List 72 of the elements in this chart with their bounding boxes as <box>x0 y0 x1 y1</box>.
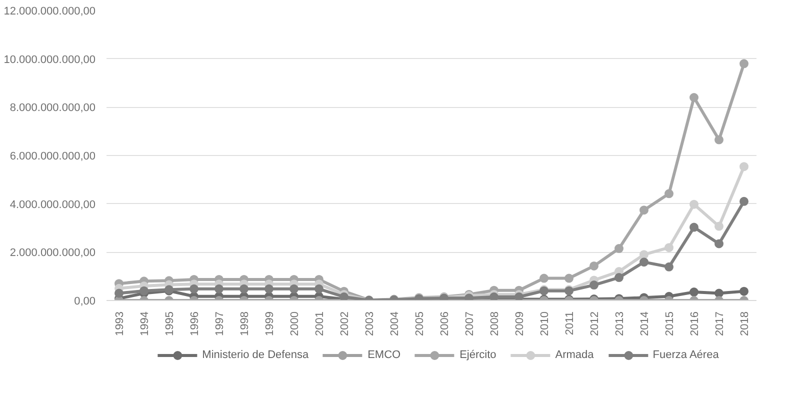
legend-label: Armada <box>555 349 594 361</box>
y-tick-label: 2.000.000.000,00 <box>10 247 96 260</box>
x-tick-label: 2003 <box>364 311 376 336</box>
point <box>340 292 348 300</box>
point <box>314 284 324 294</box>
point <box>664 243 674 252</box>
x-tick-label: 1997 <box>214 311 226 336</box>
y-tick-label: 4.000.000.000,00 <box>10 198 96 211</box>
point <box>590 261 598 270</box>
x-tick-label: 1998 <box>239 311 251 336</box>
y-tick-label: 6.000.000.000,00 <box>10 150 96 162</box>
x-tick-label: 2008 <box>489 311 501 336</box>
x-tick-label: 2013 <box>614 311 626 336</box>
point <box>690 93 698 102</box>
point <box>664 262 674 272</box>
point <box>714 222 724 231</box>
x-tick-label: 2011 <box>564 312 576 336</box>
point <box>240 284 248 294</box>
legend-label: EMCO <box>368 349 401 361</box>
x-tick-label: 1995 <box>164 311 176 336</box>
point <box>514 292 524 300</box>
point <box>690 222 698 232</box>
x-tick-label: 2005 <box>414 311 426 336</box>
x-tick-label: 2017 <box>714 311 726 336</box>
point <box>740 162 748 172</box>
point <box>664 189 674 198</box>
point <box>114 288 124 298</box>
point <box>714 135 724 144</box>
point <box>290 284 298 294</box>
legend-label: Ejército <box>460 349 496 361</box>
x-tick-label: 2010 <box>539 311 551 336</box>
x-tick-label: 1993 <box>114 311 126 336</box>
point <box>640 206 648 215</box>
point <box>740 59 748 68</box>
x-tick-label: 2016 <box>689 311 701 336</box>
point <box>740 286 748 296</box>
x-tick-label: 1999 <box>264 311 276 336</box>
x-tick-label: 2012 <box>589 311 601 336</box>
point <box>714 239 724 248</box>
point <box>640 250 648 260</box>
point <box>190 284 198 294</box>
point <box>740 196 748 206</box>
legend-label: Ministerio de Defensa <box>202 349 309 361</box>
point <box>690 200 698 209</box>
point <box>640 258 648 267</box>
point <box>264 284 274 294</box>
point <box>490 292 498 300</box>
y-tick-label: 10.000.000.000,00 <box>4 54 96 66</box>
x-tick-label: 2014 <box>639 311 651 336</box>
point <box>614 273 624 282</box>
point <box>564 274 574 283</box>
y-tick-label: 8.000.000.000,00 <box>10 102 96 114</box>
x-tick-label: 2007 <box>464 311 476 336</box>
x-tick-label: 2002 <box>339 311 351 336</box>
point <box>614 244 624 254</box>
x-tick-label: 2006 <box>439 311 451 336</box>
point <box>540 274 548 283</box>
y-tick-label: 12.000.000.000,00 <box>4 6 96 18</box>
y-tick-label: 0,00 <box>74 296 96 308</box>
x-tick-label: 2009 <box>514 311 526 336</box>
x-tick-label: 1994 <box>139 311 151 336</box>
point <box>140 286 148 296</box>
point <box>590 280 598 290</box>
x-tick-label: 2001 <box>314 311 326 336</box>
x-tick-label: 2000 <box>289 311 301 336</box>
x-tick-label: 1996 <box>189 311 201 336</box>
x-tick-label: 2018 <box>739 311 751 336</box>
x-tick-label: 2015 <box>664 311 676 336</box>
legend-label: Fuerza Aérea <box>652 349 719 361</box>
point <box>690 288 698 297</box>
x-tick-label: 2004 <box>389 311 401 336</box>
point <box>214 284 224 294</box>
